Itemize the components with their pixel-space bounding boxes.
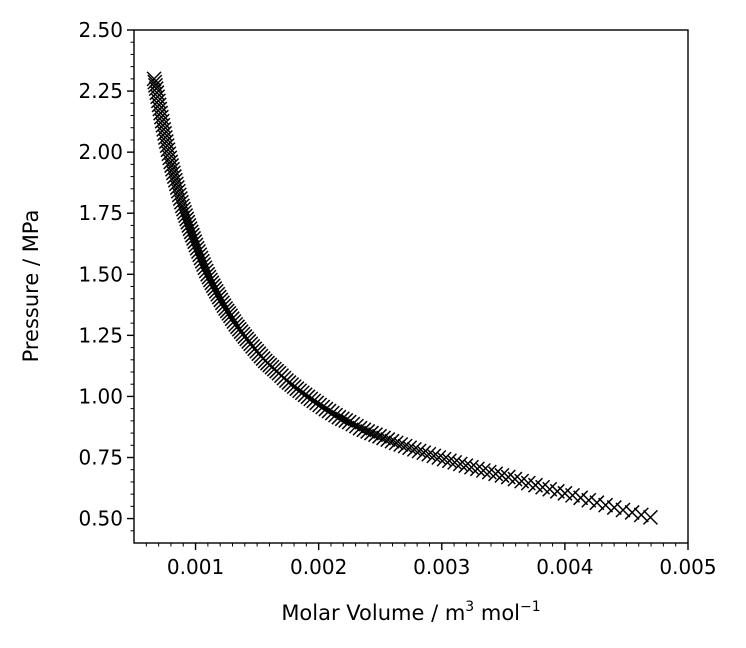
data-point-marker <box>376 430 392 446</box>
data-point-marker <box>573 490 589 506</box>
data-point-marker <box>363 425 380 441</box>
data-point-marker <box>642 509 658 525</box>
data-point-marker <box>436 451 452 467</box>
y-axis-label: Pressure / MPa <box>19 210 43 363</box>
y-tick-label: 0.75 <box>78 446 123 470</box>
data-point-marker <box>318 401 334 417</box>
data-point-marker <box>380 432 396 448</box>
data-point-marker <box>406 441 422 457</box>
data-point-marker <box>321 403 337 419</box>
data-point-marker <box>447 454 463 470</box>
y-axis-ticks: 0.50 0.75 1.00 1.25 1.50 1.75 2.00 2.25 2.50 <box>78 18 134 531</box>
data-point-marker <box>367 427 384 443</box>
data-point-marker <box>416 445 432 461</box>
data-point-marker <box>388 435 404 451</box>
data-point-marker <box>338 412 354 428</box>
data-point-marker <box>421 446 437 462</box>
data-point-marker <box>348 418 364 434</box>
data-point-marker <box>598 497 614 513</box>
data-point-marker <box>463 459 479 475</box>
x-axis-ticks: 0.001 0.002 0.003 0.004 0.005 <box>167 543 717 579</box>
y-tick-label: 1.00 <box>78 384 123 408</box>
x-tick-label: 0.005 <box>659 555 716 579</box>
data-point-marker <box>411 443 427 459</box>
data-point-marker <box>441 453 457 469</box>
data-point-marker <box>615 502 631 518</box>
data-point-marker <box>341 414 357 430</box>
x-axis-label: Molar Volume / m3 mol−1 <box>281 599 540 625</box>
data-point-marker <box>431 449 447 466</box>
data-point-marker <box>633 507 649 523</box>
y-tick-label: 2.25 <box>78 79 123 103</box>
data-point-marker <box>469 461 485 477</box>
data-point-marker <box>488 466 504 482</box>
data-point-marker <box>481 464 497 480</box>
data-point-marker <box>371 428 388 444</box>
data-point-marker <box>606 500 622 516</box>
data-point-marker <box>402 440 418 456</box>
y-tick-label: 2.50 <box>78 18 123 42</box>
data-point-marker <box>360 423 376 439</box>
y-tick-label: 1.75 <box>78 201 123 225</box>
data-point-marker <box>397 438 413 454</box>
x-tick-label: 0.003 <box>413 555 470 579</box>
data-point-marker <box>589 495 605 511</box>
data-point-marker <box>384 433 400 449</box>
data-point-marker <box>494 467 510 483</box>
data-point-marker <box>458 458 474 474</box>
data-point-marker <box>581 492 597 508</box>
x-tick-label: 0.001 <box>167 555 224 579</box>
data-point-marker <box>352 420 368 436</box>
data-points <box>146 71 658 525</box>
y-tick-label: 0.50 <box>78 507 123 531</box>
data-point-marker <box>475 462 491 479</box>
data-point-marker <box>426 448 442 464</box>
data-point-marker <box>564 487 581 503</box>
y-tick-label: 1.25 <box>78 323 123 347</box>
y-tick-label: 2.00 <box>78 140 123 164</box>
data-point-marker <box>328 407 344 423</box>
data-point-marker <box>393 436 409 453</box>
x-tick-label: 0.004 <box>536 555 593 579</box>
data-point-marker <box>356 422 372 438</box>
data-point-marker <box>146 71 162 87</box>
data-point-marker <box>345 416 361 432</box>
y-tick-label: 1.50 <box>78 262 123 286</box>
data-point-marker <box>452 456 468 472</box>
data-point-marker <box>624 504 640 520</box>
x-tick-label: 0.002 <box>290 555 347 579</box>
plot-frame <box>133 29 689 544</box>
data-point-marker <box>324 405 340 421</box>
